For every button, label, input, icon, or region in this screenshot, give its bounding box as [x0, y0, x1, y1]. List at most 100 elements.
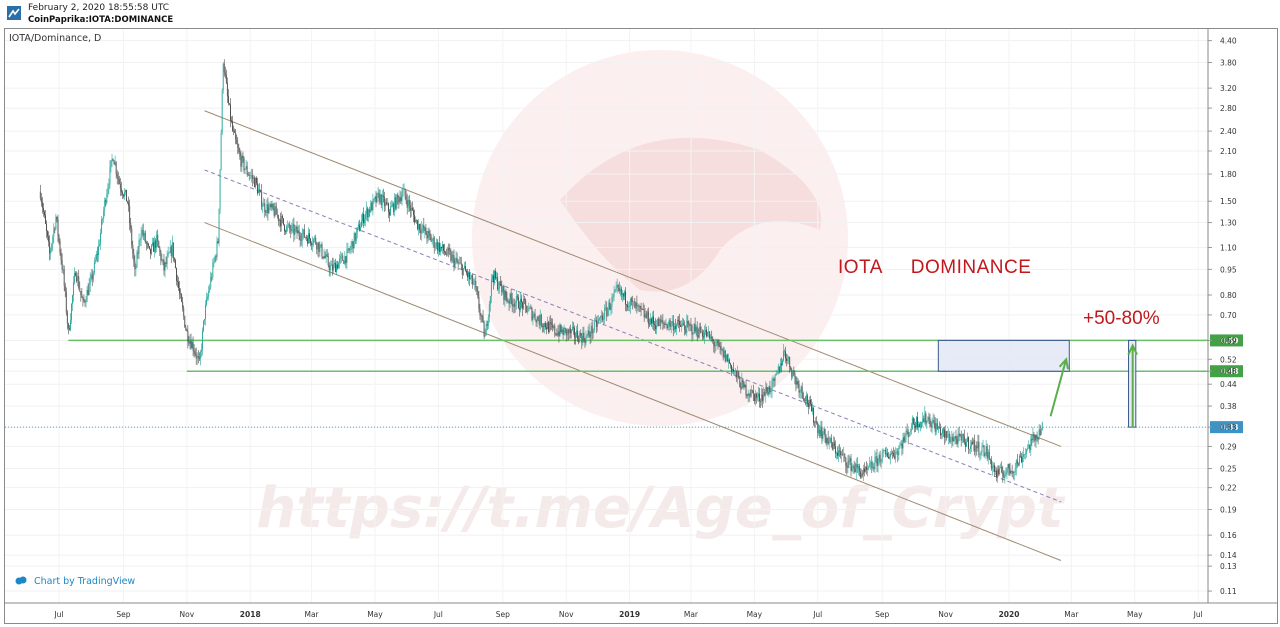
candle: [813, 407, 815, 426]
candle: [802, 391, 804, 402]
candle-body: [363, 213, 364, 224]
candle: [824, 428, 826, 443]
candle-body: [643, 309, 645, 318]
candle-body: [140, 233, 142, 240]
candle: [258, 184, 260, 194]
candle-body: [338, 262, 340, 269]
candle: [661, 315, 663, 324]
candle: [786, 353, 788, 367]
candle: [190, 333, 192, 350]
candle: [1003, 470, 1005, 479]
candle-body: [55, 216, 57, 230]
candle: [278, 218, 280, 228]
candle: [133, 248, 135, 268]
x-tick-label: May: [747, 610, 763, 619]
candle-body: [864, 468, 865, 472]
candle: [367, 206, 369, 222]
candle: [223, 59, 225, 77]
candle-body: [981, 446, 983, 453]
candle: [629, 301, 631, 312]
candle: [128, 196, 130, 212]
candle: [953, 431, 955, 442]
candle: [341, 252, 343, 264]
x-tick-label: Mar: [684, 610, 699, 619]
candle: [960, 430, 962, 447]
candle-body: [996, 470, 997, 478]
candle: [250, 168, 252, 183]
candle-body: [373, 198, 375, 200]
candle-body: [1031, 438, 1033, 441]
candle: [841, 450, 843, 463]
candle: [340, 251, 342, 264]
candle-body: [183, 308, 185, 317]
candle-body: [219, 169, 221, 210]
candle-body: [423, 225, 425, 231]
candle-body: [762, 394, 764, 401]
candle: [388, 202, 389, 219]
x-tick-label: Sep: [116, 610, 130, 619]
candle-body: [641, 308, 643, 310]
candle: [861, 470, 863, 478]
candle-body: [299, 236, 301, 240]
candle-body: [898, 448, 900, 456]
candle: [725, 354, 727, 362]
candle-body: [434, 246, 436, 248]
candle: [978, 434, 980, 458]
candle-body: [304, 237, 306, 238]
candle-body: [755, 393, 757, 398]
candle-body: [285, 231, 287, 233]
candle: [573, 322, 574, 335]
candle-body: [623, 291, 625, 297]
candle: [692, 332, 694, 340]
candle-body: [241, 155, 243, 167]
candle-body: [348, 248, 350, 251]
candle-body: [825, 436, 827, 444]
candle-body: [539, 315, 541, 325]
candle-body: [813, 407, 815, 423]
candle: [333, 260, 335, 269]
candle: [721, 348, 723, 352]
candle-body: [997, 469, 999, 478]
candle: [145, 240, 147, 251]
candle: [817, 421, 819, 439]
candle-body: [839, 450, 841, 452]
candle: [939, 423, 941, 439]
tradingview-attribution[interactable]: Chart by TradingView: [14, 575, 135, 587]
candle: [691, 324, 693, 342]
candle-body: [822, 433, 824, 439]
candle-body: [788, 356, 790, 359]
candle: [493, 270, 494, 290]
candle-body: [900, 443, 902, 446]
candle: [138, 233, 140, 260]
candle: [1028, 440, 1030, 449]
candle-body: [639, 305, 641, 307]
candle-body: [794, 373, 796, 378]
candle: [377, 186, 379, 198]
candle: [893, 447, 895, 458]
candle: [198, 352, 200, 361]
candle-body: [445, 252, 447, 255]
candle-body: [152, 242, 153, 246]
candle: [216, 236, 218, 261]
candle: [787, 354, 789, 365]
y-tick-label: 0.52: [1220, 355, 1237, 364]
candle-body: [121, 191, 123, 195]
candle: [1014, 462, 1016, 476]
candle: [889, 453, 890, 460]
candle-body: [233, 130, 235, 132]
candle-body: [952, 436, 954, 442]
candle: [900, 440, 902, 446]
x-tick-label: Nov: [559, 610, 574, 619]
candle: [486, 320, 488, 331]
candle-body: [680, 325, 682, 327]
candle: [252, 174, 254, 184]
candle: [520, 292, 521, 313]
candle-body: [442, 244, 443, 249]
candle: [1002, 465, 1004, 483]
candle: [848, 454, 850, 469]
candle: [627, 300, 628, 312]
candle-body: [286, 226, 288, 233]
candle-body: [144, 233, 146, 243]
candle-body: [619, 288, 621, 292]
